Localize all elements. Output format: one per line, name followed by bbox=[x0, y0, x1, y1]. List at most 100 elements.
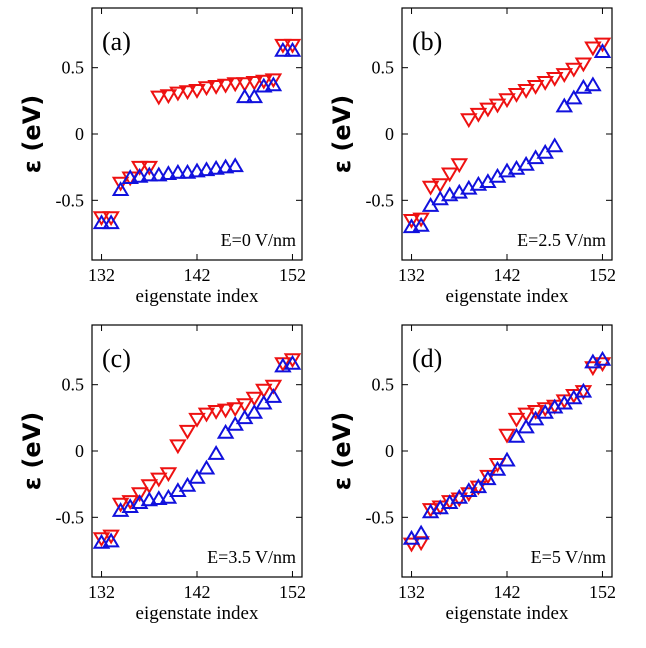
data-point-up-triangle bbox=[574, 382, 593, 398]
data-point-up-triangle bbox=[245, 403, 264, 419]
data-point-up-triangle bbox=[517, 418, 535, 434]
data-point-down-triangle bbox=[565, 62, 583, 78]
data-point-up-triangle bbox=[498, 451, 516, 467]
data-point-up-triangle bbox=[245, 88, 264, 104]
data-point-down-triangle bbox=[178, 424, 197, 440]
series-down-triangles bbox=[402, 37, 612, 229]
x-tick-label: 152 bbox=[279, 265, 306, 285]
y-axis-label: ε (eV) bbox=[18, 412, 46, 491]
series-up-triangles bbox=[402, 350, 612, 545]
data-point-up-triangle bbox=[150, 166, 168, 182]
data-point-down-triangle bbox=[412, 212, 430, 228]
data-point-down-triangle bbox=[102, 529, 120, 545]
data-point-down-triangle bbox=[92, 211, 111, 227]
data-point-up-triangle bbox=[121, 169, 139, 184]
y-tick-label: -0.5 bbox=[366, 507, 395, 527]
field-strength-label: E=0 V/nm bbox=[221, 230, 296, 250]
data-point-down-triangle bbox=[536, 76, 554, 91]
data-point-up-triangle bbox=[402, 218, 421, 234]
data-point-up-triangle bbox=[412, 216, 430, 232]
x-tick-label: 152 bbox=[279, 582, 306, 602]
panel-label: (b) bbox=[412, 27, 442, 56]
data-point-down-triangle bbox=[188, 84, 206, 99]
data-point-down-triangle bbox=[111, 497, 130, 513]
data-point-up-triangle bbox=[216, 423, 235, 439]
field-strength-label: E=3.5 V/nm bbox=[207, 547, 296, 567]
x-axis-label: eigenstate index bbox=[136, 286, 259, 307]
field-strength-label: E=2.5 V/nm bbox=[517, 230, 606, 250]
data-point-down-triangle bbox=[197, 407, 216, 423]
data-point-up-triangle bbox=[207, 445, 225, 460]
x-tick-label: 152 bbox=[589, 265, 616, 285]
data-point-up-triangle bbox=[159, 165, 178, 180]
x-tick-label: 132 bbox=[398, 582, 425, 602]
x-tick-label: 132 bbox=[398, 265, 425, 285]
data-point-up-triangle bbox=[593, 350, 612, 366]
data-point-up-triangle bbox=[264, 76, 283, 92]
data-point-down-triangle bbox=[593, 37, 612, 53]
data-point-down-triangle bbox=[283, 38, 302, 54]
data-point-down-triangle bbox=[207, 405, 225, 420]
data-point-down-triangle bbox=[178, 85, 197, 101]
y-axis-label: ε (eV) bbox=[328, 412, 356, 491]
data-point-down-triangle bbox=[517, 84, 535, 99]
data-point-down-triangle bbox=[235, 398, 254, 414]
data-point-up-triangle bbox=[140, 166, 159, 182]
data-point-up-triangle bbox=[178, 476, 197, 492]
data-point-down-triangle bbox=[460, 487, 478, 503]
x-tick-label: 142 bbox=[494, 582, 521, 602]
x-tick-label: 142 bbox=[184, 582, 211, 602]
data-point-down-triangle bbox=[555, 68, 574, 83]
data-point-down-triangle bbox=[159, 467, 178, 483]
data-point-down-triangle bbox=[255, 74, 273, 90]
data-point-down-triangle bbox=[255, 383, 273, 399]
data-point-up-triangle bbox=[469, 478, 488, 494]
data-point-up-triangle bbox=[140, 491, 159, 507]
data-point-down-triangle bbox=[102, 211, 120, 227]
y-tick-label: 0.5 bbox=[62, 58, 85, 78]
data-point-up-triangle bbox=[545, 137, 564, 153]
data-point-up-triangle bbox=[450, 183, 469, 199]
data-point-up-triangle bbox=[507, 427, 526, 443]
data-point-up-triangle bbox=[197, 459, 216, 475]
data-point-down-triangle bbox=[507, 412, 526, 428]
data-point-down-triangle bbox=[440, 167, 459, 183]
y-tick-label: -0.5 bbox=[56, 190, 85, 210]
data-point-up-triangle bbox=[92, 533, 111, 549]
data-point-down-triangle bbox=[216, 403, 235, 419]
series-up-triangles bbox=[92, 354, 302, 549]
data-point-down-triangle bbox=[226, 77, 244, 93]
y-axis-label: ε (eV) bbox=[328, 95, 356, 174]
data-point-down-triangle bbox=[450, 492, 469, 508]
chart-panel-a: 132 142 152 -0.5 0 0.5 eigenstate index ε (eV) (… bbox=[18, 7, 306, 307]
x-axis-label: eigenstate index bbox=[136, 603, 259, 624]
data-point-up-triangle bbox=[226, 157, 244, 173]
y-axis-label: ε (eV) bbox=[18, 95, 46, 174]
x-tick-label: 132 bbox=[88, 582, 115, 602]
data-point-up-triangle bbox=[255, 77, 273, 93]
y-tick-label: 0.5 bbox=[62, 375, 85, 395]
data-point-up-triangle bbox=[207, 159, 225, 175]
chart-panel-d: 132 142 152 -0.5 0 0.5 eigenstate index ε (eV) (… bbox=[328, 324, 616, 624]
data-point-down-triangle bbox=[150, 90, 168, 106]
data-point-down-triangle bbox=[169, 86, 187, 102]
data-point-up-triangle bbox=[555, 97, 574, 113]
data-point-down-triangle bbox=[402, 214, 421, 229]
data-point-down-triangle bbox=[507, 88, 526, 103]
data-point-down-triangle bbox=[197, 81, 216, 97]
data-point-up-triangle bbox=[283, 41, 302, 57]
data-point-up-triangle bbox=[431, 190, 449, 206]
data-point-up-triangle bbox=[264, 388, 283, 403]
x-tick-label: 132 bbox=[88, 265, 115, 285]
data-point-up-triangle bbox=[488, 460, 507, 476]
series-up-triangles bbox=[92, 41, 302, 230]
data-point-up-triangle bbox=[593, 43, 612, 58]
data-point-up-triangle bbox=[283, 354, 302, 370]
series-down-triangles bbox=[92, 353, 302, 548]
data-point-down-triangle bbox=[245, 76, 264, 91]
data-point-up-triangle bbox=[92, 214, 111, 230]
data-point-up-triangle bbox=[111, 181, 130, 196]
data-point-down-triangle bbox=[130, 487, 149, 503]
y-tick-label: 0.5 bbox=[372, 375, 395, 395]
data-point-up-triangle bbox=[584, 76, 602, 92]
